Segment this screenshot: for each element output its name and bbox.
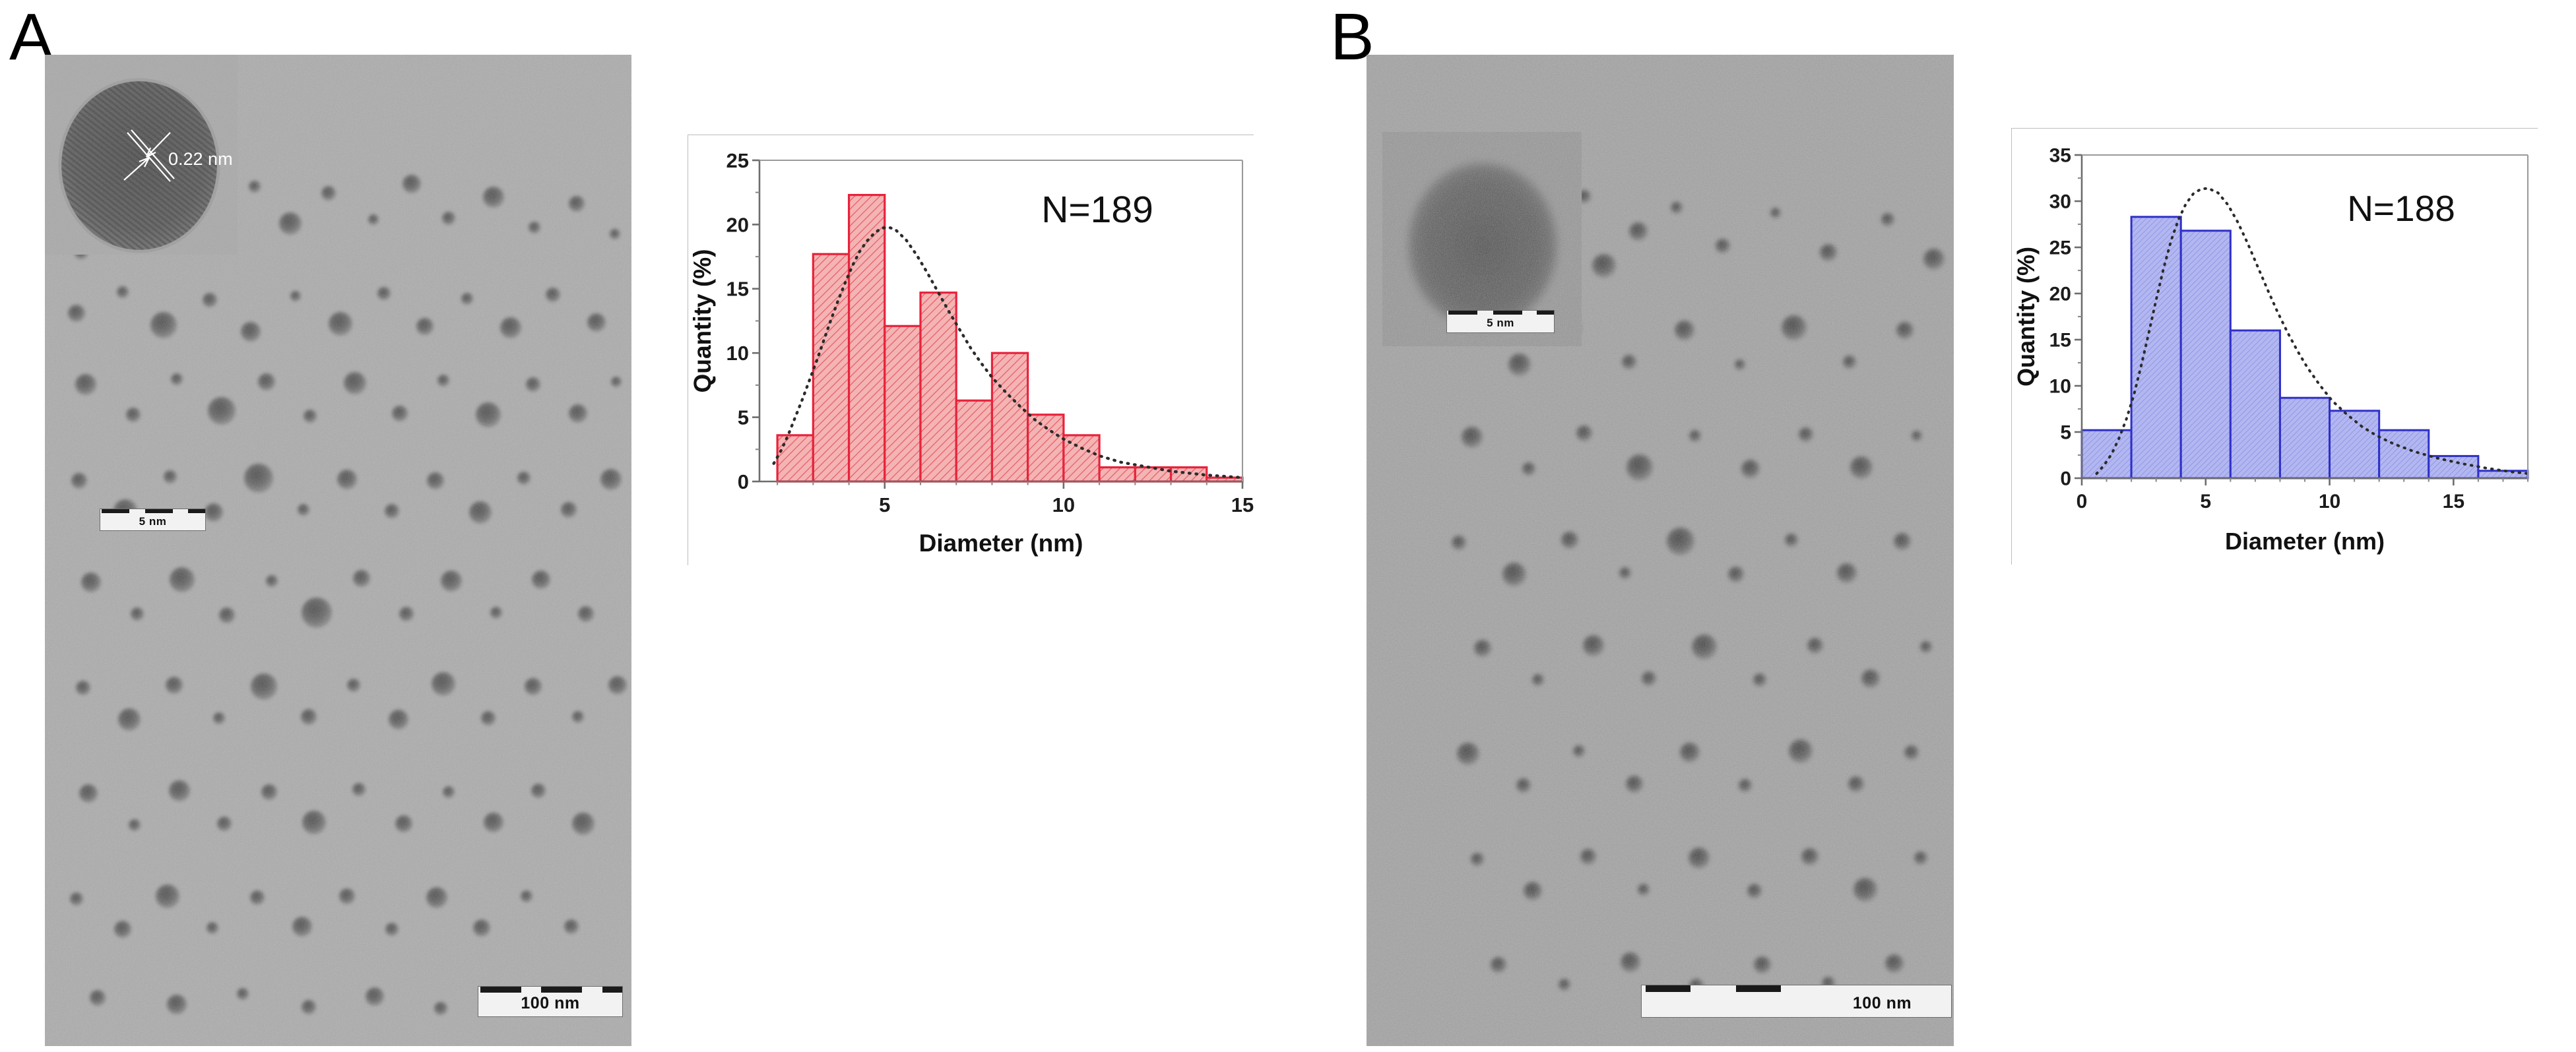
y-tick-label: 25 (2049, 237, 2071, 259)
hrtem-inset-image-panel-a (45, 55, 238, 255)
histogram-bar (776, 434, 814, 483)
y-tick-label: 30 (2049, 191, 2071, 213)
histogram-bar (990, 352, 1029, 483)
x-tick-label: 10 (1052, 493, 1075, 516)
histogram-bar (2179, 230, 2232, 480)
histogram-bar (1134, 466, 1173, 483)
scale-bar-ticks (1447, 311, 1554, 315)
histogram-bar (955, 399, 994, 483)
histogram-bar (1098, 466, 1136, 483)
y-tick-label: 5 (2060, 422, 2071, 444)
gaussian-fit-curve (772, 226, 1244, 480)
scale-bar-ticks (100, 509, 205, 513)
y-tick-label: 20 (2049, 284, 2071, 305)
y-tick-label: 20 (726, 213, 749, 236)
x-tick-label: 15 (2443, 491, 2464, 512)
histogram-bar (2130, 216, 2182, 480)
histogram-bar (2229, 329, 2281, 480)
x-tick-label: 0 (2077, 491, 2088, 512)
y-tick-label: 10 (726, 342, 749, 365)
scale-bar-5nm-panel-b: 5 nm (1446, 310, 1555, 333)
y-tick-label: 10 (2049, 376, 2071, 398)
tem-micrograph-panel-a: 100 nm (45, 55, 631, 1046)
scale-bar-ticks (478, 987, 622, 993)
gaussian-fit-curve (2095, 187, 2529, 475)
scale-bar-label: 5 nm (139, 515, 167, 528)
histogram-inset-panel-a: 0 5 10 15 20 25 5 10 15 Diameter (nm) Quantity (%)… (688, 135, 1254, 566)
y-tick-label: 5 (738, 406, 749, 429)
x-axis-title: Diameter (nm) (919, 530, 1083, 557)
histogram-bar (2278, 396, 2331, 480)
figure-panel-b: B (1288, 0, 2576, 1052)
lattice-spacing-label-panel-a: 0.22 nm (168, 149, 233, 169)
histogram-bar (2329, 410, 2381, 480)
y-tick-label: 0 (2060, 468, 2071, 490)
histogram-svg-panel-a: 0 5 10 15 20 25 5 10 15 Diameter (nm) Quantity (%)… (688, 135, 1254, 566)
histogram-svg-panel-b: 0 5 10 15 20 25 30 35 0 5 10 15 Diameter (nm) Quantit… (2012, 129, 2538, 565)
x-tick-label: 5 (879, 493, 890, 516)
hrtem-svg-a (45, 55, 238, 255)
histogram-bar (1027, 414, 1065, 483)
x-tick-label: 5 (2200, 491, 2211, 512)
y-tick-label: 25 (726, 149, 749, 172)
y-tick-label: 15 (726, 278, 749, 301)
histogram-inset-panel-b: 0 5 10 15 20 25 30 35 0 5 10 15 Diameter (nm) Quantit… (2011, 128, 2538, 565)
y-tick-label: 15 (2049, 330, 2071, 352)
y-tick-label: 0 (738, 470, 749, 493)
x-axis-title: Diameter (nm) (2225, 528, 2385, 555)
scale-bar-label: 5 nm (1487, 317, 1514, 329)
figure-panel-a: A (9, 4, 1254, 1046)
x-tick-label: 10 (2319, 491, 2340, 512)
histogram-bar (847, 193, 886, 483)
histogram-bar (884, 325, 922, 483)
lattice-fringe-marker-icon (123, 129, 175, 182)
y-axis-title: Quantity (%) (2012, 247, 2040, 387)
y-tick-label: 35 (2049, 145, 2071, 167)
scale-bar-100nm-panel-b: 100 nm (1641, 985, 1952, 1018)
scale-bar-ticks (1642, 985, 1951, 992)
x-tick-label: 15 (1231, 493, 1254, 516)
histogram-bar (919, 292, 957, 483)
histogram-bar (2428, 454, 2480, 480)
sample-count-annotation: N=189 (1041, 189, 1153, 231)
scale-bar-100nm-panel-a: 100 nm (478, 986, 623, 1017)
scale-bar-label: 100 nm (521, 994, 580, 1012)
histogram-bar (2080, 429, 2133, 480)
scale-bar-5nm-panel-a: 5 nm (100, 509, 206, 531)
scale-bar-label: 100 nm (1852, 994, 1912, 1012)
sample-count-annotation: N=188 (2347, 188, 2455, 229)
histogram-bar (2378, 429, 2430, 480)
y-axis-title: Quantity (%) (689, 249, 716, 393)
